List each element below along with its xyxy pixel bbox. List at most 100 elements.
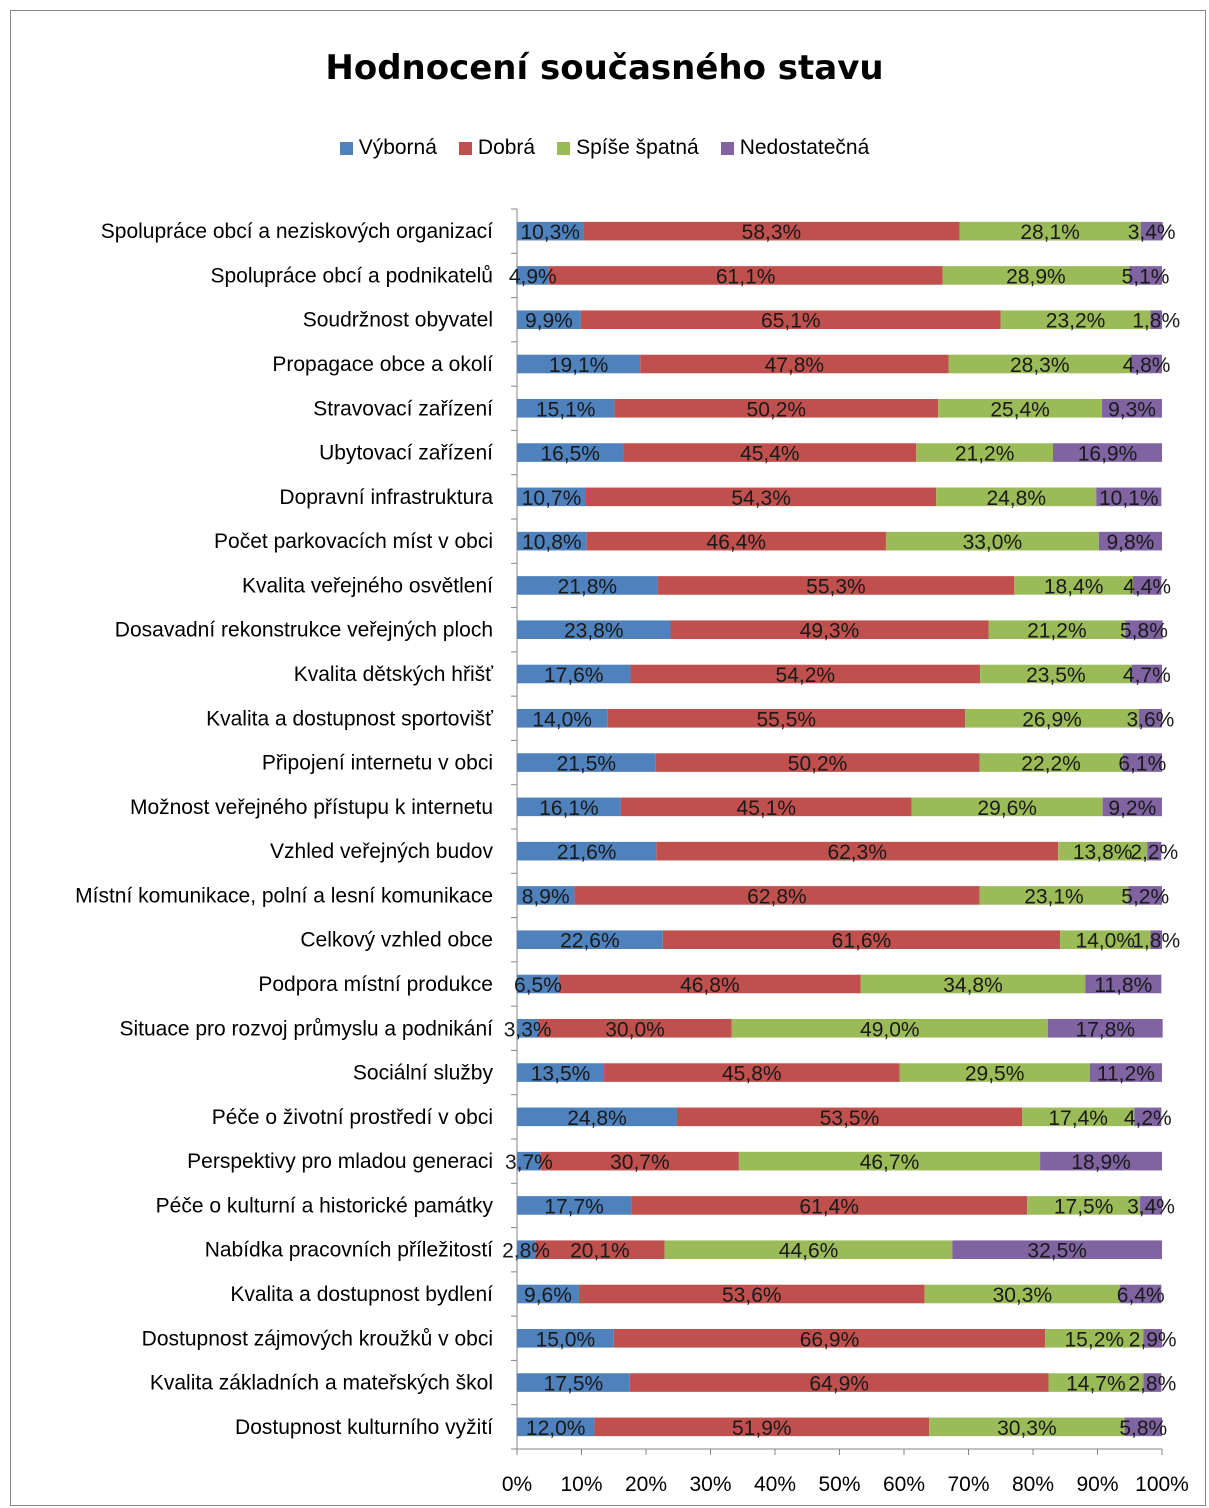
data-label: 2,8% (1128, 1373, 1176, 1396)
data-label: 49,0% (860, 1018, 920, 1041)
bar-segment (1096, 487, 1162, 507)
category-label: Stravovací zařízení (313, 397, 493, 420)
bar-segment (657, 576, 1015, 595)
bar-segment (1085, 974, 1162, 994)
data-label: 21,6% (557, 841, 617, 864)
data-label: 61,1% (716, 265, 776, 288)
data-label: 2,2% (1130, 841, 1178, 864)
data-label: 62,3% (827, 841, 887, 864)
data-label: 6,4% (1117, 1284, 1165, 1307)
data-label: 4,9% (509, 265, 557, 288)
bar-segment (1124, 1417, 1162, 1437)
bar-segment (517, 1063, 605, 1082)
category-label: Kvalita a dostupnost bydlení (230, 1283, 493, 1306)
data-label: 8,9% (522, 885, 570, 908)
bar-segment (655, 753, 980, 772)
bar-segment (1098, 531, 1162, 551)
bar-segment (1128, 886, 1162, 905)
data-label: 32,5% (1027, 1240, 1087, 1263)
bar-segment (1147, 841, 1162, 861)
x-tick-label: 10% (560, 1473, 602, 1496)
x-tick-label: 30% (689, 1473, 731, 1496)
data-label: 18,9% (1071, 1151, 1131, 1174)
bar-segment (656, 841, 1059, 861)
x-tick-label: 50% (818, 1473, 860, 1496)
data-label: 54,3% (731, 487, 791, 510)
bar-segment (1122, 753, 1162, 772)
bar-segment (662, 930, 1061, 950)
data-label: 46,7% (860, 1151, 920, 1174)
bar-segment (517, 886, 575, 905)
bar-segment (959, 221, 1141, 241)
data-label: 9,3% (1108, 398, 1156, 421)
category-label: Propagace obce a okolí (272, 353, 493, 376)
bar-segment (952, 1240, 1162, 1260)
bar-segment (517, 1018, 539, 1038)
data-label: 5,2% (1121, 885, 1169, 908)
data-label: 17,6% (544, 664, 604, 687)
data-label: 3,6% (1126, 708, 1174, 731)
legend-item: Spíše špatná (557, 136, 699, 160)
bar-segment (517, 221, 584, 241)
category-label: Nabídka pracovních příležitostí (205, 1239, 493, 1262)
data-label: 44,6% (779, 1240, 839, 1263)
data-label: 18,4% (1044, 575, 1104, 598)
data-label: 10,1% (1099, 487, 1159, 510)
data-label: 21,5% (557, 753, 617, 776)
category-label: Spolupráce obcí a podnikatelů (210, 264, 493, 287)
legend-label: Nedostatečná (739, 136, 870, 159)
data-label: 6,5% (514, 974, 562, 997)
bar-segment (1140, 221, 1163, 241)
bar-segment (578, 1284, 925, 1304)
data-label: 15,1% (536, 398, 596, 421)
legend-item: Nedostatečná (720, 136, 870, 160)
bar-segment (517, 930, 663, 950)
bar-segment (631, 1196, 1028, 1215)
data-label: 65,1% (761, 310, 821, 333)
bar-segment (1102, 398, 1162, 418)
data-label: 17,5% (544, 1373, 604, 1396)
bar-segment (1150, 930, 1162, 950)
bar-segment (604, 1063, 900, 1082)
data-label: 22,2% (1021, 753, 1081, 776)
bar-segment (988, 620, 1126, 640)
data-label: 14,7% (1066, 1373, 1126, 1396)
data-label: 21,2% (1027, 620, 1087, 643)
data-label: 53,5% (820, 1107, 880, 1130)
bar-segment (517, 354, 641, 374)
bar-segment (580, 310, 1001, 330)
data-label: 6,1% (1118, 753, 1166, 776)
bar-segment (1000, 310, 1151, 330)
bar-segment (538, 1018, 732, 1038)
data-label: 45,1% (737, 797, 797, 820)
x-tick-label: 60% (883, 1473, 925, 1496)
data-label: 66,9% (800, 1328, 860, 1351)
x-tick-label: 100% (1135, 1473, 1189, 1496)
category-label: Celkový vzhled obce (300, 929, 493, 952)
bar-segment (607, 708, 966, 728)
data-label: 28,1% (1020, 221, 1080, 244)
bar-segment (942, 266, 1130, 285)
category-label: Sociální služby (353, 1062, 494, 1085)
data-label: 11,8% (1094, 974, 1152, 997)
bar-segment (1131, 354, 1162, 374)
bar-segment (517, 1417, 595, 1437)
data-label: 4,7% (1123, 664, 1171, 687)
bar-segment (517, 1151, 541, 1171)
data-label: 2,8% (502, 1240, 550, 1263)
x-tick-label: 0% (502, 1473, 532, 1496)
category-label: Soudržnost obyvatel (303, 309, 493, 332)
x-tick-label: 90% (1076, 1473, 1118, 1496)
data-label: 16,5% (540, 443, 600, 466)
bar-segment (1131, 664, 1162, 684)
data-label: 9,6% (524, 1284, 572, 1307)
bar-segment (965, 708, 1139, 728)
bar-segment (517, 1284, 579, 1304)
category-label: Perspektivy pro mladou generaci (187, 1150, 493, 1173)
data-label: 47,8% (765, 354, 825, 377)
legend-item: Dobrá (458, 136, 535, 160)
bar-segment (574, 886, 980, 905)
bar-segment (517, 310, 581, 330)
data-label: 9,2% (1108, 797, 1156, 820)
data-label: 13,5% (531, 1063, 591, 1086)
